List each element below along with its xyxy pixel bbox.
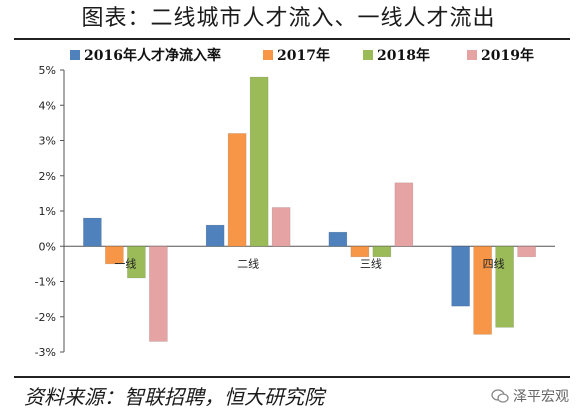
y-tick-label: 2% (39, 170, 56, 183)
watermark-text: 泽平宏观 (513, 389, 569, 405)
bar-1-2 (249, 76, 269, 247)
bar-0-0 (83, 217, 102, 247)
bar-0-3 (149, 245, 168, 342)
category-labels: 一线 二线 三线 四线 (114, 256, 504, 270)
bar-2-0 (328, 231, 348, 247)
legend: 2016年人才净流入率 2017年 2018年 2019年 (70, 47, 534, 64)
legend-swatch (263, 50, 273, 60)
y-tick-label: -2% (35, 311, 56, 324)
source-note: 资料来源：智联招聘，恒大研究院 (24, 385, 324, 409)
bar-3-1 (473, 245, 492, 335)
bar-3-3 (517, 245, 536, 258)
bar-2-3 (394, 182, 414, 247)
watermark: 泽平宏观 (491, 386, 569, 406)
legend-label: 2019年 (481, 47, 534, 64)
y-tick-label: -1% (35, 276, 56, 289)
bar-1-0 (205, 224, 225, 247)
legend-swatch (467, 50, 477, 60)
bars (83, 76, 536, 342)
bar-0-1 (105, 245, 124, 265)
bar-3-0 (451, 245, 470, 307)
legend-label: 2017年 (277, 47, 330, 64)
legend-item-3: 2019年 (467, 47, 534, 64)
legend-item-2: 2018年 (363, 47, 430, 64)
wechat-icon (491, 389, 509, 403)
bar-2-2 (372, 245, 392, 258)
legend-item-1: 2017年 (263, 47, 330, 64)
y-tick-label: 0% (39, 240, 56, 253)
category-label: 一线 (114, 256, 136, 270)
category-label: 四线 (483, 256, 505, 270)
y-tick-label: -3% (35, 346, 56, 359)
bar-chart: 2016年人才净流入率 2017年 2018年 2019年 5% 4% 3% 2% 1% 0% -… (35, 47, 555, 359)
legend-swatch (70, 50, 80, 60)
legend-swatch (363, 50, 373, 60)
y-axis: 5% 4% 3% 2% 1% 0% -1% -2% -3% (35, 64, 555, 359)
bar-3-2 (495, 245, 514, 328)
category-label: 三线 (360, 256, 382, 270)
bar-2-1 (350, 245, 370, 258)
y-tick-label: 4% (39, 99, 56, 112)
legend-label: 2016年人才净流入率 (84, 47, 221, 64)
legend-item-0: 2016年人才净流入率 (70, 47, 221, 64)
y-tick-label: 1% (39, 205, 56, 218)
y-tick-label: 3% (39, 135, 56, 148)
bar-0-2 (127, 245, 146, 279)
title-rule (14, 38, 570, 40)
bar-1-1 (227, 133, 247, 247)
y-tick-label: 5% (39, 64, 56, 77)
category-label: 二线 (237, 256, 259, 270)
chart-title: 图表：二线城市人才流入、一线人才流出 (81, 6, 496, 31)
bar-1-3 (271, 207, 291, 247)
legend-label: 2018年 (377, 47, 430, 64)
source-rule (14, 376, 570, 378)
